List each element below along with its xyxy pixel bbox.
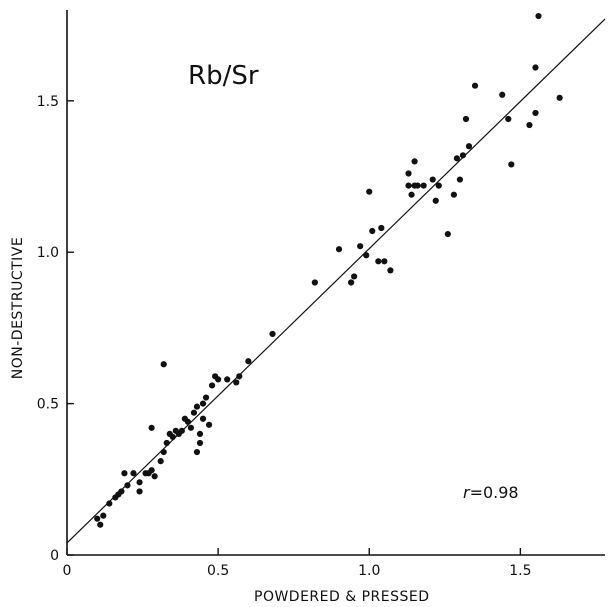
tick-labels: 0 0.5 1.0 1.5 0 0.5 1.0 1.5 [37,94,532,579]
data-point [420,182,427,189]
data-point [459,152,467,159]
data-point [375,258,382,265]
regression-line [66,18,606,544]
data-point [453,155,460,162]
data-point [411,158,418,165]
data-point [245,358,252,365]
data-point [233,379,240,386]
data-point [136,488,143,495]
x-axis-label: POWDERED & PRESSED [254,589,430,605]
data-point [94,515,101,522]
data-point [100,512,107,519]
tick-marks [66,100,522,556]
data-point [508,161,515,168]
data-point [121,470,128,477]
data-point [499,91,506,98]
x-tick-label: 1.5 [509,563,531,579]
data-point [351,273,358,280]
data-point [199,400,207,407]
data-point [163,439,170,447]
data-point [363,252,370,259]
data-point [381,258,388,265]
data-point [130,470,137,477]
data-point [199,415,207,422]
data-point [160,448,167,456]
y-tick-label: 0 [50,548,59,564]
data-point [151,473,158,480]
x-tick-label: 0.5 [207,563,229,579]
data-point [106,500,113,507]
correlation-symbol: r [463,483,471,502]
data-point [215,376,222,383]
data-point [456,176,464,183]
data-point [148,424,155,431]
data-point [357,243,364,250]
data-point [505,115,512,123]
data-point [450,191,457,198]
data-point [224,376,231,383]
data-point [193,448,201,456]
data-point [408,191,415,198]
correlation-annotation: r=0.98 [463,483,519,502]
data-point [471,82,479,89]
data-point [190,409,198,416]
x-tick-label: 0 [63,563,72,579]
y-tick-label: 1.5 [37,94,59,110]
data-point [405,170,412,177]
data-point [387,267,394,274]
data-point [405,182,412,189]
data-point [196,430,204,437]
correlation-value: =0.98 [470,483,519,502]
data-point [193,403,201,410]
data-point [335,246,343,253]
data-point [414,182,421,189]
data-point [311,279,318,286]
data-point [532,64,539,71]
data-point [124,482,131,489]
data-point [532,109,539,117]
data-point [556,94,563,101]
y-axis-label: NON-DESTRUCTIVE [10,237,26,379]
data-point [118,488,125,495]
data-point [526,121,533,129]
data-point [208,382,216,389]
data-point [462,115,470,123]
data-point [236,373,243,380]
data-point [202,394,210,401]
data-point [169,433,176,441]
data-point [429,176,436,183]
data-point [366,188,373,195]
x-tick-label: 1.0 [358,563,380,579]
y-tick-label: 0.5 [37,397,59,413]
y-tick-label: 1.0 [37,245,59,261]
data-point [535,12,542,20]
data-point [378,224,385,232]
data-point [432,197,439,204]
data-point [196,439,204,447]
data-points [94,12,563,528]
data-point [444,230,451,238]
data-point [369,227,376,235]
data-point [160,361,167,368]
chart-title: Rb/Sr [188,61,259,91]
data-point [348,279,355,286]
data-point [187,424,195,431]
data-point [178,427,185,434]
data-point [97,521,104,528]
data-point [205,421,213,428]
data-point [465,143,473,150]
data-point [148,467,155,474]
data-point [435,182,442,189]
data-point [184,418,191,425]
data-point [136,479,143,486]
data-point [157,458,164,465]
data-point [269,330,276,338]
